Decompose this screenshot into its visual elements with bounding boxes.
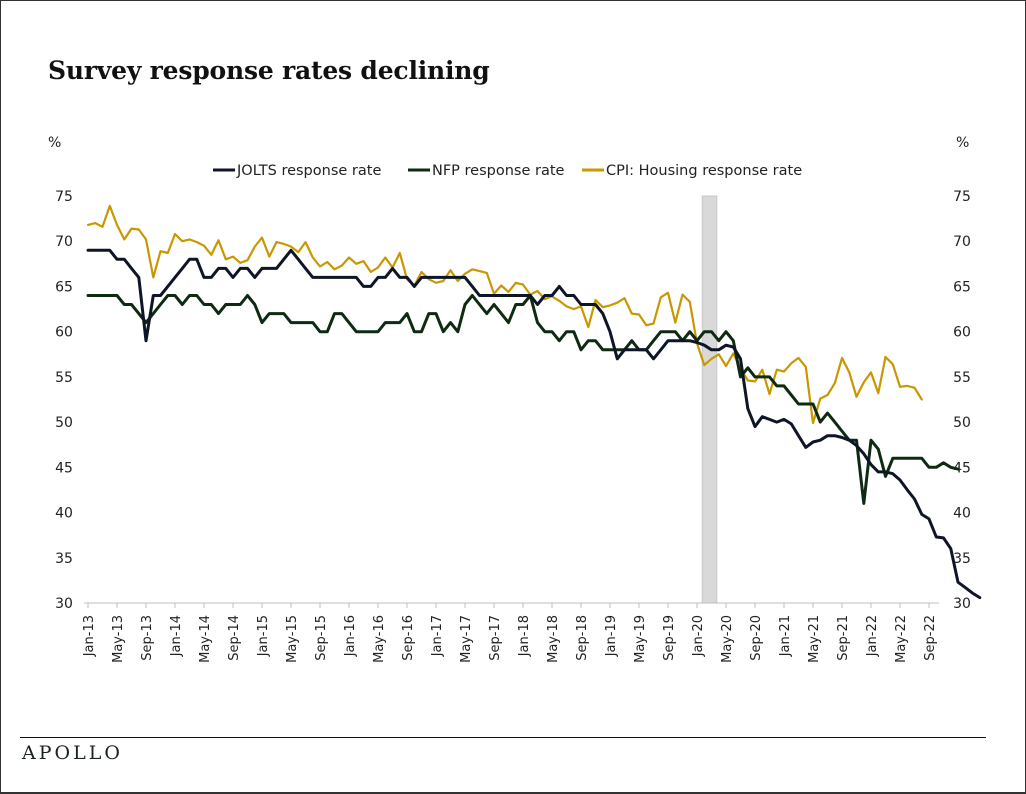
x-tick-label: Sep-16 <box>401 615 416 661</box>
footer-divider <box>20 737 986 738</box>
y-tick-label-left: 30 <box>55 596 73 612</box>
x-tick-label: May-17 <box>459 615 474 663</box>
y-tick-label-right: 50 <box>953 415 971 431</box>
legend: JOLTS response rate NFP response rate CPI:… <box>213 163 802 179</box>
y-tick-label-left: 60 <box>55 325 73 341</box>
x-tick-label: Jan-20 <box>691 615 706 657</box>
x-tick-label: Jan-22 <box>865 615 880 657</box>
x-tick-label: Sep-17 <box>488 615 503 661</box>
y-tick-label-left: 45 <box>55 460 73 476</box>
y-tick-label-right: 35 <box>953 551 971 567</box>
y-tick-label-left: 65 <box>55 279 73 295</box>
y-tick-label-right: 40 <box>953 506 971 522</box>
x-tick-label: Sep-15 <box>314 615 329 661</box>
y-tick-label-right: 75 <box>953 189 971 205</box>
x-tick-label: Jan-14 <box>169 615 184 657</box>
y-tick-label-left: 40 <box>55 506 73 522</box>
x-tick-label: Sep-14 <box>227 615 242 661</box>
legend-label: CPI: Housing response rate <box>606 163 802 179</box>
y-tick-label-left: 35 <box>55 551 73 567</box>
x-axis-ticks: Jan-13 May-13 Sep-13 Jan-14 May-14 Sep-14 Jan-… <box>82 603 938 663</box>
recession-shaded-bar <box>701 195 718 604</box>
x-tick-label: May-21 <box>807 615 822 663</box>
x-tick-label: May-14 <box>198 615 213 663</box>
series-line-cpi-housing-response-rate <box>86 204 923 425</box>
x-tick-label: Sep-19 <box>662 615 677 661</box>
y-tick-label-left: 75 <box>55 189 73 205</box>
x-tick-label: May-13 <box>111 615 126 663</box>
y-tick-label-right: 55 <box>953 370 971 386</box>
x-tick-label: May-15 <box>285 615 300 663</box>
x-tick-label: Sep-13 <box>140 615 155 661</box>
brand-logo-text: APOLLO <box>22 742 123 764</box>
x-tick-label: Jan-21 <box>778 615 793 657</box>
x-tick-label: Jan-15 <box>256 615 271 657</box>
x-tick-label: Sep-18 <box>575 615 590 661</box>
y-tick-label-right: 30 <box>953 596 971 612</box>
x-tick-label: Jan-19 <box>604 615 619 657</box>
x-tick-label: May-20 <box>720 615 735 663</box>
x-tick-label: Jan-17 <box>430 615 445 657</box>
x-tick-label: Sep-20 <box>749 615 764 661</box>
x-tick-label: May-19 <box>633 615 648 663</box>
series-line-jolts-response-rate <box>86 248 982 600</box>
x-tick-label: Jan-16 <box>343 615 358 657</box>
right-axis-unit-label: % <box>956 135 969 151</box>
y-tick-label-right: 70 <box>953 234 971 250</box>
chart-title: Survey response rates declining <box>48 56 490 85</box>
x-tick-label: Sep-21 <box>836 615 851 661</box>
x-tick-label: Jan-18 <box>517 615 532 657</box>
x-tick-label: May-16 <box>372 615 387 663</box>
y-tick-label-left: 55 <box>55 370 73 386</box>
legend-label: JOLTS response rate <box>236 163 381 179</box>
x-tick-label: May-22 <box>894 615 909 663</box>
series-layer <box>86 204 982 600</box>
legend-label: NFP response rate <box>432 163 565 179</box>
y-tick-label-right: 45 <box>953 460 971 476</box>
y-tick-label-right: 60 <box>953 325 971 341</box>
y-tick-label-right: 65 <box>953 279 971 295</box>
left-y-axis: 30 35 40 45 50 55 60 65 70 75 <box>55 189 73 612</box>
series-line-nfp-response-rate <box>86 294 960 505</box>
left-axis-unit-label: % <box>48 135 61 151</box>
y-tick-label-left: 70 <box>55 234 73 250</box>
x-tick-label: Jan-13 <box>82 615 97 657</box>
x-tick-label: Sep-22 <box>923 615 938 661</box>
recession-shading-layer <box>701 195 718 604</box>
right-y-axis: 30 35 40 45 50 55 60 65 70 75 <box>953 189 971 612</box>
x-tick-label: May-18 <box>546 615 561 663</box>
y-tick-label-left: 50 <box>55 415 73 431</box>
